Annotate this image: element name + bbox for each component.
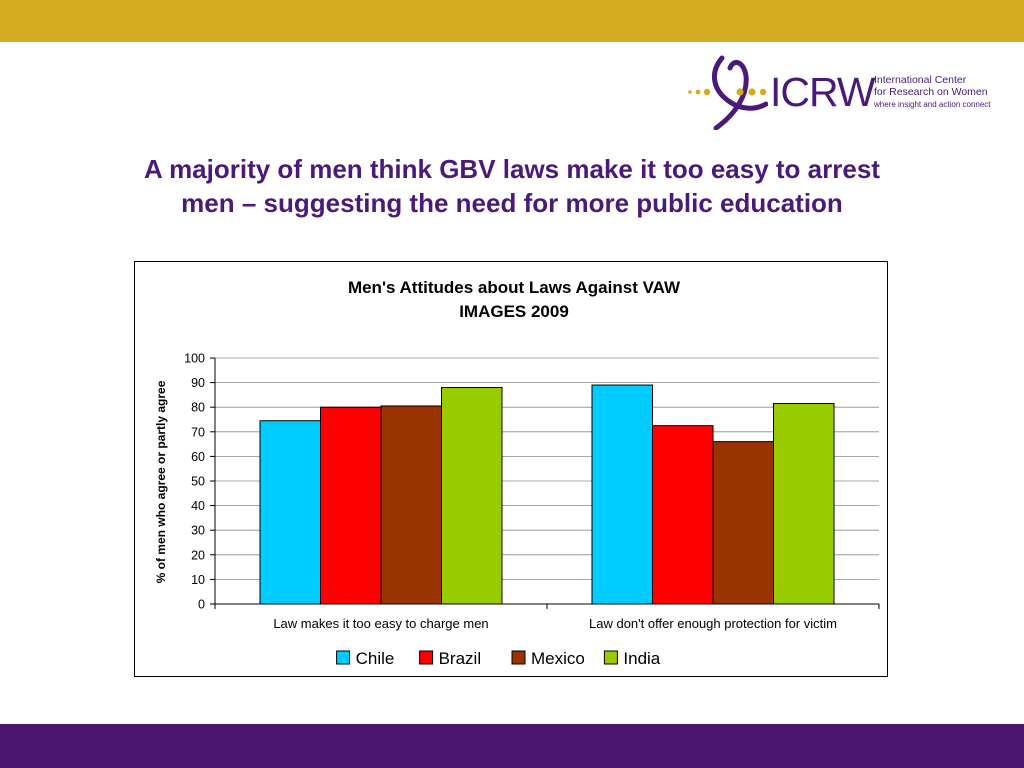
y-tick-labels: 0 10 20 30 40 50 60 70 80 90 100: [184, 352, 205, 612]
legend-swatch-india: [604, 651, 617, 664]
legend-swatch-brazil: [420, 651, 433, 664]
legend-label-brazil: Brazil: [439, 649, 482, 668]
logo-wordmark: ICRW: [770, 68, 875, 116]
legend-label-chile: Chile: [356, 649, 395, 668]
y-tick-label: 40: [191, 499, 205, 513]
legend-label-mexico: Mexico: [531, 649, 585, 668]
logo-org-line-1: International Center: [874, 74, 966, 86]
bars: [260, 385, 834, 604]
bar-brazil-1: [321, 407, 382, 604]
category-label: Law makes it too easy to charge men: [273, 616, 488, 631]
bar-chile-1: [260, 421, 321, 604]
icrw-logo: ICRW International Center for Research o…: [686, 54, 1006, 134]
y-tick-label: 10: [191, 573, 205, 587]
y-tick-label: 80: [191, 401, 205, 415]
slide-title-line-1: A majority of men think GBV laws make it…: [60, 152, 964, 186]
y-tick-label: 0: [198, 598, 205, 612]
bar-chile-2: [592, 385, 653, 604]
bar-chart: Men's Attitudes about Laws Against VAW I…: [135, 262, 889, 678]
icrw-logo-mark-icon: [686, 54, 768, 130]
y-tick-label: 50: [191, 475, 205, 489]
legend: Chile Brazil Mexico India: [337, 649, 661, 668]
chart-frame: Men's Attitudes about Laws Against VAW I…: [134, 261, 888, 677]
chart-title: Men's Attitudes about Laws Against VAW: [348, 278, 681, 297]
legend-swatch-chile: [337, 651, 350, 664]
slide-title-line-2: men – suggesting the need for more publi…: [60, 186, 964, 220]
y-tick-label: 60: [191, 450, 205, 464]
y-axis-label: % of men who agree or partly agree: [154, 380, 168, 583]
y-tick-label: 20: [191, 548, 205, 562]
bar-mexico-2: [713, 442, 774, 604]
y-tick-label: 100: [184, 352, 205, 366]
y-tick-label: 30: [191, 524, 205, 538]
bar-brazil-2: [653, 426, 714, 604]
slide-title: A majority of men think GBV laws make it…: [60, 152, 964, 220]
chart-subtitle: IMAGES 2009: [459, 302, 569, 321]
top-accent-bar: [0, 0, 1024, 42]
legend-label-india: India: [623, 649, 660, 668]
category-labels: Law makes it too easy to charge men Law d…: [273, 616, 837, 631]
y-tick-label: 70: [191, 425, 205, 439]
bar-mexico-1: [381, 406, 442, 604]
bar-india-1: [442, 388, 503, 604]
bar-india-2: [774, 404, 835, 604]
y-tick-label: 90: [191, 376, 205, 390]
bottom-accent-bar: [0, 724, 1024, 768]
legend-swatch-mexico: [512, 651, 525, 664]
logo-tagline: where insight and action connect: [874, 99, 991, 111]
category-label: Law don't offer enough protection for vi…: [589, 616, 837, 631]
logo-org-line-2: for Research on Women: [874, 86, 988, 98]
